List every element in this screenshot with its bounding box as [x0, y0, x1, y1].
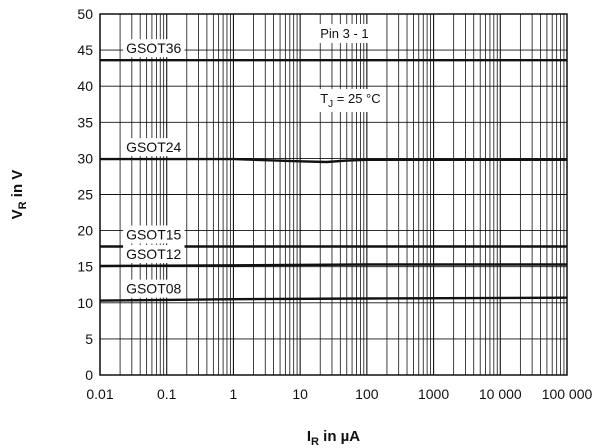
y-axis-unit: in V — [9, 170, 26, 202]
y-tick-label: 25 — [77, 187, 93, 203]
x-tick-label: 1000 — [418, 386, 449, 402]
y-tick-label: 15 — [77, 259, 93, 275]
x-tick-label: 0.01 — [86, 386, 113, 402]
y-tick-label: 0 — [85, 367, 93, 383]
series-label-bg — [123, 244, 185, 263]
pin-annotation-box — [316, 24, 373, 43]
x-tick-label: 100 000 — [542, 386, 593, 402]
series-label-bg — [123, 279, 185, 298]
y-tick-labels: 0 5 10 15 20 25 30 35 40 45 50 — [77, 6, 93, 383]
series-line-gsot08 — [99, 296, 568, 302]
y-tick-label: 45 — [77, 42, 93, 58]
temperature-annotation: TJ = 25 °C — [320, 91, 380, 110]
x-tick-label: 100 — [355, 386, 379, 402]
y-axis-label: VR in V — [9, 170, 29, 220]
series-label-gsot24: GSOT24 — [126, 139, 181, 155]
y-tick-label: 30 — [77, 150, 93, 166]
series-label-gsot36: GSOT36 — [126, 40, 181, 56]
x-axis-unit: in µA — [319, 428, 360, 445]
x-tick-label: 10 000 — [479, 386, 522, 402]
y-tick-label: 40 — [77, 78, 93, 94]
y-tick-label: 5 — [85, 331, 93, 347]
x-axis-subscript: R — [311, 436, 319, 448]
y-tick-label: 35 — [77, 114, 93, 130]
series-label-gsot08: GSOT08 — [126, 281, 181, 297]
temp-subscript: J — [328, 99, 333, 110]
y-tick-label: 50 — [77, 6, 93, 22]
series-label-bg — [123, 39, 185, 58]
series-label-bg — [123, 138, 185, 157]
series-lines — [99, 59, 568, 302]
series-labels: GSOT36 GSOT24 GSOT15 GSOT12 GSOT08 — [123, 39, 185, 298]
x-tick-label: 1 — [230, 386, 238, 402]
y-tick-label: 10 — [77, 295, 93, 311]
x-tick-label: 10 — [292, 386, 308, 402]
temp-symbol: T — [320, 91, 328, 106]
x-axis-symbol: I — [307, 428, 311, 445]
series-label-bg — [123, 225, 185, 244]
y-axis-symbol: V — [9, 209, 26, 219]
grid — [99, 13, 567, 376]
series-line-gsot12 — [99, 263, 567, 268]
series-label-gsot12: GSOT12 — [126, 246, 181, 262]
temp-value: = 25 °C — [333, 91, 380, 106]
x-axis-label: IR in µA — [307, 428, 360, 448]
temperature-annotation-box — [316, 89, 385, 112]
pin-annotation: Pin 3 - 1 — [320, 26, 368, 41]
x-tick-label: 0.1 — [157, 386, 177, 402]
series-line-gsot24 — [100, 157, 567, 164]
series-label-gsot15: GSOT15 — [126, 226, 181, 242]
y-tick-label: 20 — [77, 223, 93, 239]
plot-frame — [99, 13, 568, 376]
x-tick-labels: 0.01 0.1 1 10 100 1000 10 000 100 000 — [86, 386, 592, 402]
y-axis-subscript: R — [17, 201, 29, 209]
